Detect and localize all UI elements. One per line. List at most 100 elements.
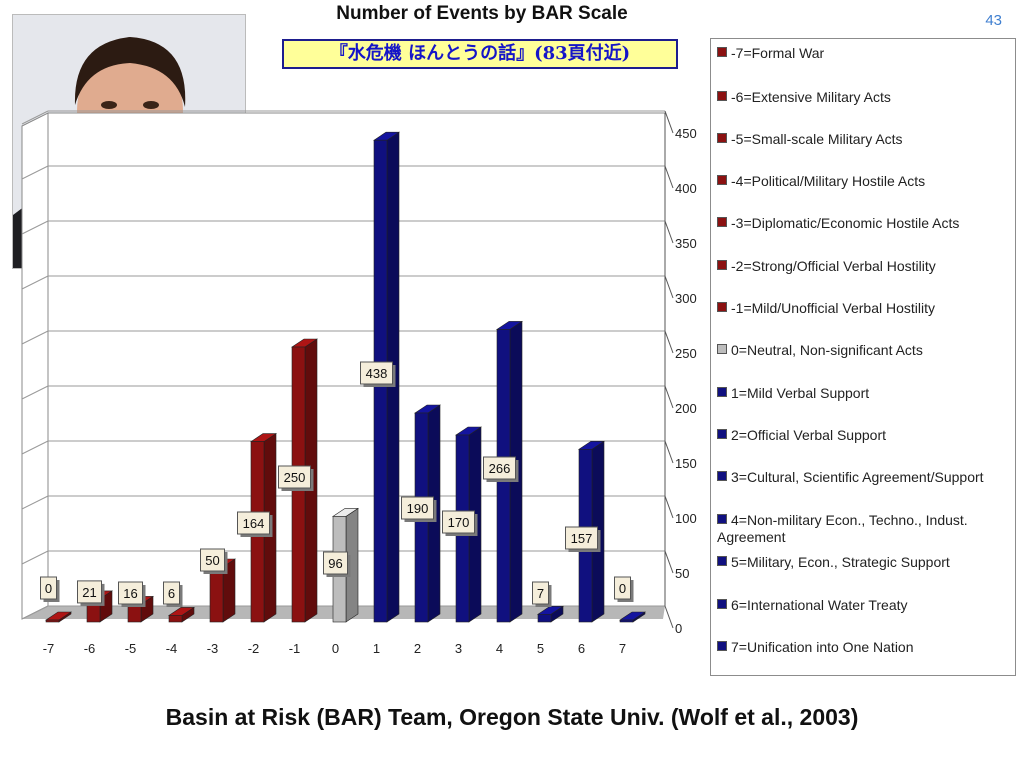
legend-swatch [717,387,727,397]
gridline-side [21,165,49,180]
gridline-side [21,220,49,235]
y-tick-label: 250 [675,346,697,361]
svg-text:164: 164 [243,516,265,531]
legend-item: 2=Official Verbal Support [717,427,1013,444]
legend-label: -6=Extensive Military Acts [731,89,891,105]
legend-swatch [717,133,727,143]
legend-label: -3=Diplomatic/Economic Hostile Acts [731,215,960,231]
svg-text:190: 190 [407,501,429,516]
legend-swatch [717,217,727,227]
x-tick-label: 0 [332,641,339,656]
bar-5 [537,605,564,623]
legend-label: 0=Neutral, Non-significant Acts [731,342,923,358]
svg-text:250: 250 [284,470,306,485]
legend-swatch [717,641,727,651]
legend-label: -1=Mild/Unofficial Verbal Hostility [731,300,935,316]
legend-swatch [717,599,727,609]
y-tick-mark [664,385,674,409]
svg-text:157: 157 [571,531,593,546]
gridline-side [21,605,49,620]
book-reference: 『水危機 ほんとうの話』(83頁付近) [282,39,678,69]
y-tick-mark [664,110,674,134]
data-label--1: 250 [278,465,314,491]
x-tick-label: -3 [207,641,219,656]
legend-swatch [717,302,727,312]
page-number: 43 [985,12,1002,29]
x-tick-label: -6 [84,641,96,656]
y-tick-mark [664,495,674,519]
legend-label: 2=Official Verbal Support [731,427,887,443]
y-tick-mark [664,330,674,354]
gridline-side [21,550,49,565]
data-label--2: 164 [237,511,273,537]
bar-chart: 0501001502002503003504004500-721-616-56-… [21,110,697,656]
source-citation: Basin at Risk (BAR) Team, Oregon State U… [165,704,859,730]
x-tick-label: -1 [289,641,301,656]
x-tick-label: -4 [166,641,178,656]
svg-text:21: 21 [82,585,96,600]
data-label-4: 266 [483,456,519,482]
legend-item: -3=Diplomatic/Economic Hostile Acts [717,215,1013,232]
svg-text:16: 16 [123,586,137,601]
legend-label: 3=Cultural, Scientific Agreement/Support [731,469,984,485]
svg-text:96: 96 [328,556,342,571]
data-label--3: 50 [200,548,228,574]
gridline-side [21,330,49,345]
y-tick-label: 0 [675,621,682,636]
legend-item: 3=Cultural, Scientific Agreement/Support [717,469,1013,486]
legend-item: 5=Military, Econ., Strategic Support [717,554,1013,571]
legend-item: -6=Extensive Military Acts [717,89,1013,106]
legend-label: 6=International Water Treaty [731,597,908,613]
legend-item: -1=Mild/Unofficial Verbal Hostility [717,300,1013,317]
svg-text:0: 0 [619,581,626,596]
x-tick-label: 2 [414,641,421,656]
y-tick-mark [664,550,674,574]
gridline-side [21,275,49,290]
y-tick-mark [664,220,674,244]
legend-swatch [717,471,727,481]
data-label--7: 0 [40,576,60,602]
data-label-6: 157 [565,526,601,552]
data-label--5: 16 [118,581,146,607]
gridline-side [21,495,49,510]
y-tick-label: 100 [675,511,697,526]
legend-item: -4=Political/Military Hostile Acts [717,173,1013,190]
data-label-3: 170 [442,510,478,536]
y-tick-label: 400 [675,181,697,196]
y-tick-mark [664,275,674,299]
gridline-side [21,110,49,125]
legend-label: -5=Small-scale Military Acts [731,131,903,147]
legend-swatch [717,47,727,57]
legend-item: -5=Small-scale Military Acts [717,131,1013,148]
legend-swatch [717,260,727,270]
legend-swatch [717,344,727,354]
y-tick-label: 50 [675,566,689,581]
x-tick-label: 4 [496,641,503,656]
legend-swatch [717,514,727,524]
x-tick-label: 3 [455,641,462,656]
data-label-7: 0 [614,576,634,602]
x-tick-label: -7 [43,641,55,656]
y-tick-label: 150 [675,456,697,471]
legend-label: 7=Unification into One Nation [731,639,914,655]
bar-0 [332,507,359,623]
legend-label: -2=Strong/Official Verbal Hostility [731,258,936,274]
legend-label: 5=Military, Econ., Strategic Support [731,554,950,570]
data-label--4: 6 [163,581,183,607]
y-tick-label: 350 [675,236,697,251]
svg-text:50: 50 [205,553,219,568]
x-tick-label: 7 [619,641,626,656]
bar-7 [619,611,646,623]
legend-swatch [717,556,727,566]
gridline-side [21,440,49,455]
legend-item: -2=Strong/Official Verbal Hostility [717,258,1013,275]
y-tick-label: 200 [675,401,697,416]
x-tick-label: 6 [578,641,585,656]
chart-side-wall [21,112,49,620]
chart-title: Number of Events by BAR Scale [336,3,628,24]
y-tick-label: 450 [675,126,697,141]
y-tick-label: 300 [675,291,697,306]
legend-label: 1=Mild Verbal Support [731,385,870,401]
y-tick-mark [664,605,674,629]
legend-item: 0=Neutral, Non-significant Acts [717,342,1013,359]
